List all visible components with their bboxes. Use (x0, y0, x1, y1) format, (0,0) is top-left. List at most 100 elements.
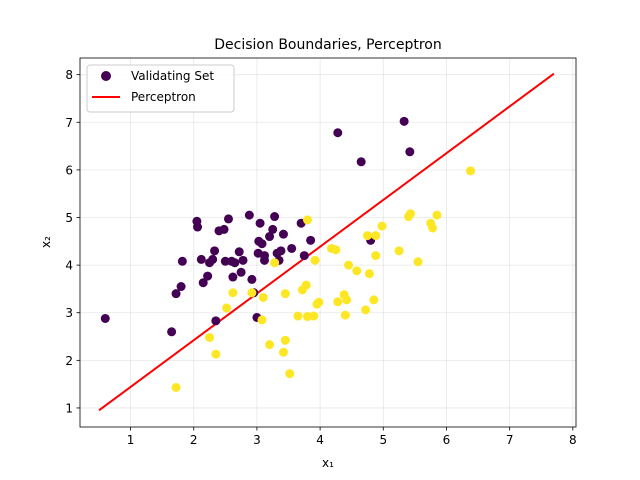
data-point-class-1 (278, 347, 288, 357)
x-tick-label: 5 (379, 433, 387, 447)
y-tick-label: 5 (65, 211, 73, 225)
data-point-class-0 (208, 254, 218, 264)
plot-frame (79, 57, 577, 428)
data-point-class-1 (257, 315, 267, 325)
y-axis-label: x₂ (39, 236, 53, 248)
data-point-class-0 (333, 128, 343, 138)
data-point-class-1 (333, 297, 343, 307)
x-tick-label: 4 (316, 433, 324, 447)
data-point-class-0 (219, 224, 229, 234)
data-point-class-1 (228, 288, 238, 298)
data-point-class-0 (268, 224, 278, 234)
data-point-class-0 (238, 255, 248, 265)
data-point-class-0 (255, 218, 265, 228)
data-point-class-1 (270, 258, 280, 268)
data-point-class-1 (428, 223, 438, 233)
x-axis: 1 2 3 4 5 6 7 8 (127, 427, 577, 447)
data-point-class-0 (278, 229, 288, 239)
data-point-class-0 (198, 278, 208, 288)
x-tick-label: 8 (569, 433, 577, 447)
y-tick-label: 7 (65, 116, 73, 130)
data-point-class-0 (257, 239, 267, 249)
data-point-class-1 (344, 260, 354, 270)
data-point-class-1 (302, 215, 312, 225)
data-point-class-0 (244, 210, 254, 220)
data-point-class-1 (222, 303, 232, 313)
data-point-class-0 (177, 256, 187, 266)
data-point-class-1 (371, 251, 381, 261)
y-tick-label: 3 (65, 306, 73, 320)
data-point-class-1 (352, 266, 362, 276)
data-point-class-0 (356, 157, 366, 167)
data-point-class-0 (167, 327, 177, 337)
data-point-class-0 (247, 274, 257, 284)
data-point-class-0 (399, 116, 409, 126)
data-point-class-0 (210, 246, 220, 256)
data-point-class-0 (287, 243, 297, 253)
legend-label-perceptron: Perceptron (131, 90, 196, 104)
data-point-class-0 (176, 282, 186, 292)
data-point-class-1 (301, 280, 311, 290)
data-point-class-0 (276, 246, 286, 256)
data-point-class-1 (280, 335, 290, 345)
data-point-class-1 (465, 166, 475, 176)
data-point-class-0 (196, 254, 206, 264)
data-point-class-1 (293, 311, 303, 321)
data-point-class-1 (247, 288, 257, 298)
data-point-class-1 (280, 289, 290, 299)
data-point-class-0 (306, 235, 316, 245)
data-point-class-1 (405, 209, 415, 219)
data-point-class-1 (258, 292, 268, 302)
y-tick-label: 1 (65, 401, 73, 415)
data-point-class-0 (230, 258, 240, 268)
data-point-class-1 (371, 231, 381, 241)
perceptron-boundary-line (98, 72, 555, 412)
y-axis: 1 2 3 4 5 6 7 8 (65, 68, 80, 415)
data-point-class-0 (220, 256, 230, 266)
y-tick-label: 6 (65, 163, 73, 177)
data-point-class-1 (171, 382, 181, 392)
data-point-class-1 (413, 257, 423, 267)
data-point-class-1 (377, 221, 387, 231)
data-point-class-1 (340, 310, 350, 320)
data-point-class-1 (342, 295, 352, 305)
x-tick-label: 7 (506, 433, 514, 447)
chart-title: Decision Boundaries, Perceptron (214, 37, 441, 53)
legend-label-validating-set: Validating Set (131, 69, 214, 83)
legend: Validating Set Perceptron (86, 64, 235, 113)
data-point-class-0 (193, 222, 203, 232)
legend-box (86, 64, 235, 113)
data-point-class-0 (223, 214, 233, 224)
boundary-line-layer (98, 72, 555, 412)
data-point-class-1 (331, 245, 341, 255)
points-layer (100, 116, 475, 392)
legend-scatter-marker (101, 71, 111, 81)
data-point-class-0 (100, 313, 110, 323)
data-point-class-1 (265, 340, 275, 350)
x-tick-label: 2 (190, 433, 198, 447)
grid (80, 58, 576, 427)
data-point-class-1 (369, 295, 379, 305)
data-point-class-1 (310, 255, 320, 265)
data-point-class-0 (270, 212, 280, 222)
data-point-class-0 (236, 267, 246, 277)
data-point-class-0 (265, 232, 275, 242)
x-tick-label: 3 (253, 433, 261, 447)
x-axis-label: x₁ (322, 456, 334, 470)
y-tick-label: 4 (65, 259, 73, 273)
data-point-class-0 (171, 289, 181, 299)
data-point-class-0 (203, 271, 213, 281)
x-tick-label: 6 (443, 433, 451, 447)
data-point-class-0 (259, 255, 269, 265)
data-point-class-0 (228, 272, 238, 282)
x-tick-label: 1 (127, 433, 135, 447)
data-point-class-1 (394, 246, 404, 256)
data-point-class-1 (205, 332, 215, 342)
data-point-class-1 (361, 305, 371, 315)
data-point-class-0 (299, 251, 309, 261)
data-point-class-0 (405, 147, 415, 157)
data-point-class-0 (234, 247, 244, 257)
data-point-class-1 (211, 349, 221, 359)
y-tick-label: 8 (65, 68, 73, 82)
